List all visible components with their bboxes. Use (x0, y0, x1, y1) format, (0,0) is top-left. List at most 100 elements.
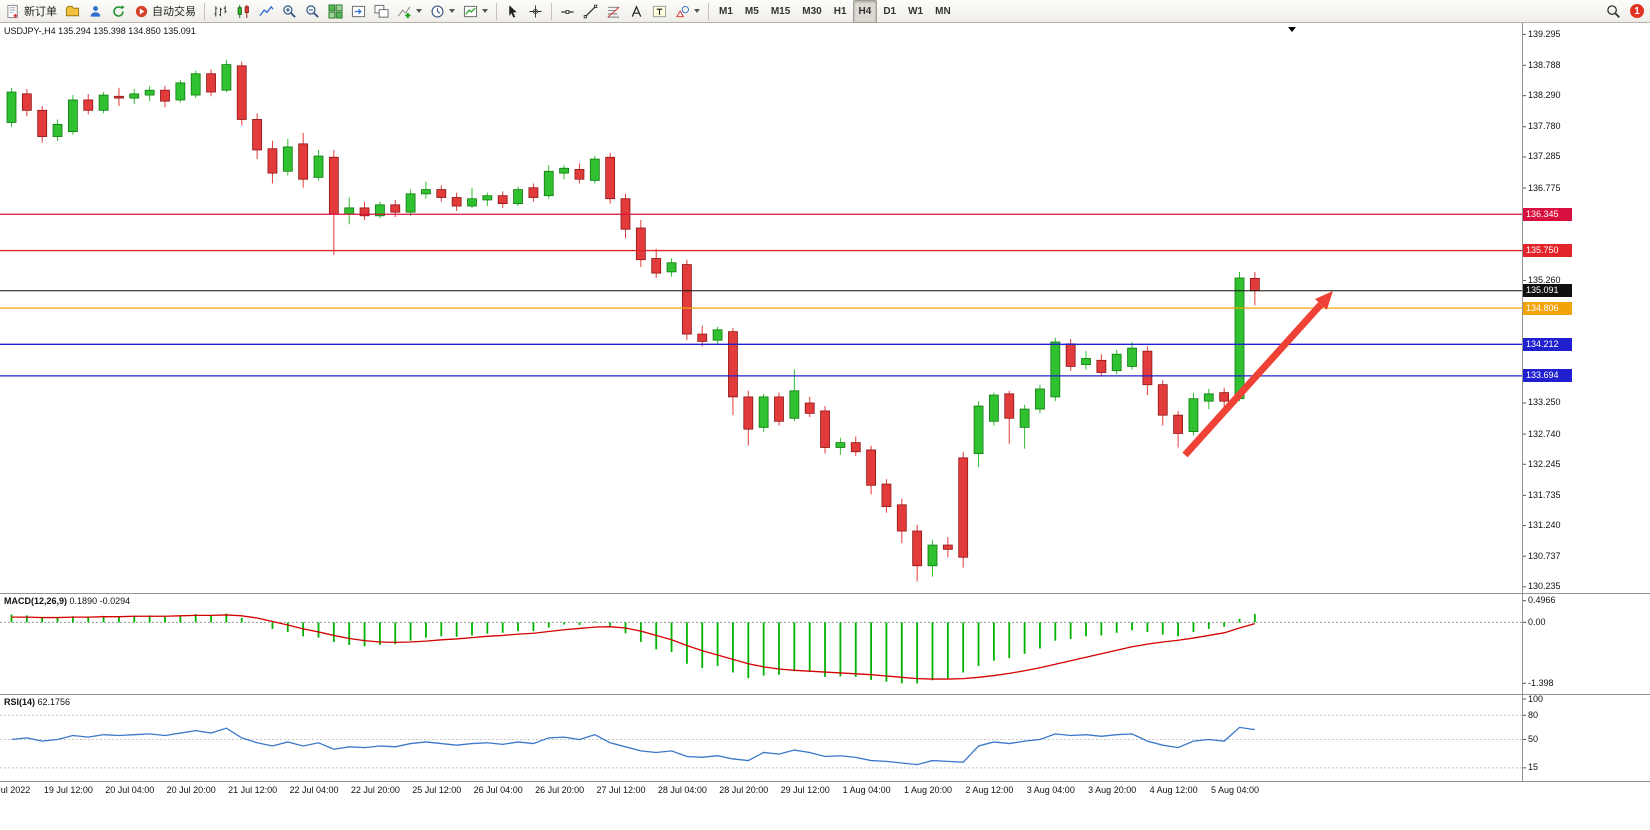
autotrading-button[interactable]: 自动交易 (130, 0, 200, 23)
fibonacci-tool-button[interactable] (602, 0, 625, 23)
trendline-tool-button[interactable] (579, 0, 602, 23)
time-label: 25 Jul 12:00 (412, 785, 462, 795)
chart-scroll-marker-icon[interactable] (1288, 27, 1296, 32)
price-tick: 138.290 (1528, 90, 1561, 101)
clock-icon (430, 4, 445, 19)
price-line-label: 135.750 (1523, 244, 1572, 258)
navigator-button[interactable] (84, 0, 107, 23)
macd-axis-tick: 0.4966 (1528, 595, 1556, 606)
tile-windows-button[interactable] (324, 0, 347, 23)
cascade-windows-button[interactable] (370, 0, 393, 23)
timeframe-button-h1[interactable]: H1 (833, 5, 847, 17)
auto-arrange-button[interactable] (347, 0, 370, 23)
macd-panel-surface[interactable] (0, 594, 1522, 693)
rsi-value: 62.1756 (37, 697, 71, 707)
shapes-icon (675, 4, 690, 19)
macd-axis-tick: -1.398 (1528, 677, 1554, 688)
search-icon (1606, 4, 1621, 19)
periods-button[interactable] (426, 0, 459, 23)
timeframe-button-m15[interactable]: M15 (770, 5, 791, 17)
crosshair-button[interactable] (524, 0, 547, 23)
panel-separator (0, 781, 1650, 782)
bar-chart-button[interactable] (209, 0, 232, 23)
symbol-info: USDJPY-,H4 135.294 135.398 134.850 135.0… (4, 26, 196, 36)
panel-separator[interactable] (0, 694, 1650, 695)
time-label: 4 Aug 12:00 (1149, 785, 1198, 795)
search-button[interactable] (1602, 0, 1625, 23)
tile-windows-icon (328, 3, 343, 19)
time-label: 20 Jul 04:00 (105, 785, 155, 795)
line-chart-button[interactable] (255, 0, 278, 23)
rsi-axis-tick: 80 (1528, 709, 1539, 720)
cursor-button[interactable] (501, 0, 524, 23)
main-chart-surface[interactable] (0, 22, 1522, 592)
macd-value-main: 0.1890 (69, 596, 98, 606)
folder-icon (65, 4, 80, 19)
indicators-button[interactable] (393, 0, 426, 23)
timeframe-button-mn[interactable]: MN (935, 5, 951, 17)
shapes-tool-button[interactable] (671, 0, 704, 23)
candlestick-chart-button[interactable] (232, 0, 255, 23)
rsi-panel-surface[interactable] (0, 695, 1522, 780)
time-label: 28 Jul 04:00 (657, 785, 707, 795)
timeframe-button-m5[interactable]: M5 (744, 5, 759, 17)
zoom-out-button[interactable] (301, 0, 324, 23)
price-tick: 130.235 (1528, 581, 1561, 592)
new-order-button[interactable]: 新订单 (2, 0, 61, 23)
chevron-down-icon (416, 9, 422, 13)
price-line-label: 133.694 (1523, 369, 1572, 383)
price-axis-border (1522, 22, 1523, 781)
chevron-down-icon (482, 9, 488, 13)
horizontal-line-tool-button[interactable] (556, 0, 579, 23)
price-tick: 137.780 (1528, 121, 1561, 132)
price-line-label: 134.806 (1523, 301, 1572, 315)
profiles-button[interactable] (61, 0, 84, 23)
zoom-in-icon (282, 4, 297, 19)
toolbar-right-group: 1 (1602, 0, 1648, 23)
window-arrow-icon (351, 4, 366, 19)
timeframe-button-m1[interactable]: M1 (719, 5, 733, 17)
refresh-button[interactable] (107, 0, 130, 23)
time-label: 2 Aug 12:00 (965, 785, 1014, 795)
toolbar-separator (708, 2, 709, 20)
panel-separator[interactable] (0, 593, 1650, 594)
timeframe-button-d1[interactable]: D1 (883, 5, 897, 17)
price-tick: 139.295 (1528, 28, 1561, 39)
line-chart-icon (259, 4, 274, 19)
time-label: 20 Jul 20:00 (166, 785, 216, 795)
templates-button[interactable] (459, 0, 492, 23)
price-line-label: 136.345 (1523, 207, 1572, 221)
price-tick: 135.260 (1528, 274, 1561, 285)
time-label: 3 Aug 20:00 (1088, 785, 1137, 795)
time-label: 18 Jul 2022 (0, 785, 31, 795)
crosshair-icon (528, 4, 543, 19)
new-order-label: 新订单 (24, 6, 57, 18)
autotrading-icon (134, 4, 149, 19)
toolbar-separator (496, 2, 497, 20)
time-label: 26 Jul 04:00 (473, 785, 523, 795)
timeframe-button-w1[interactable]: W1 (908, 5, 924, 17)
pointer-arrow-icon (505, 4, 520, 19)
price-tick: 138.788 (1528, 59, 1561, 70)
text-tool-button[interactable] (625, 0, 648, 23)
price-tick: 137.285 (1528, 151, 1561, 162)
price-line-label: 134.212 (1523, 337, 1572, 351)
time-label: 5 Aug 04:00 (1210, 785, 1260, 795)
current-price-label: 135.091 (1523, 284, 1572, 298)
fibonacci-lines-icon (606, 4, 621, 19)
time-label: 22 Jul 20:00 (350, 785, 400, 795)
macd-value-signal: -0.0294 (99, 596, 131, 606)
person-icon (88, 4, 103, 19)
timeframe-button-m30[interactable]: M30 (802, 5, 822, 17)
time-label: 19 Jul 12:00 (43, 785, 93, 795)
refresh-icon (111, 4, 126, 19)
timeframe-button-h4[interactable]: H4 (852, 0, 878, 23)
toolbar-separator (551, 2, 552, 20)
indicators-plus-icon (397, 4, 412, 19)
price-tick: 132.740 (1528, 428, 1561, 439)
zoom-in-button[interactable] (278, 0, 301, 23)
toolbar-separator (204, 2, 205, 20)
letter-a-icon (629, 4, 644, 19)
text-label-tool-button[interactable] (648, 0, 671, 23)
notification-badge[interactable]: 1 (1630, 4, 1644, 18)
